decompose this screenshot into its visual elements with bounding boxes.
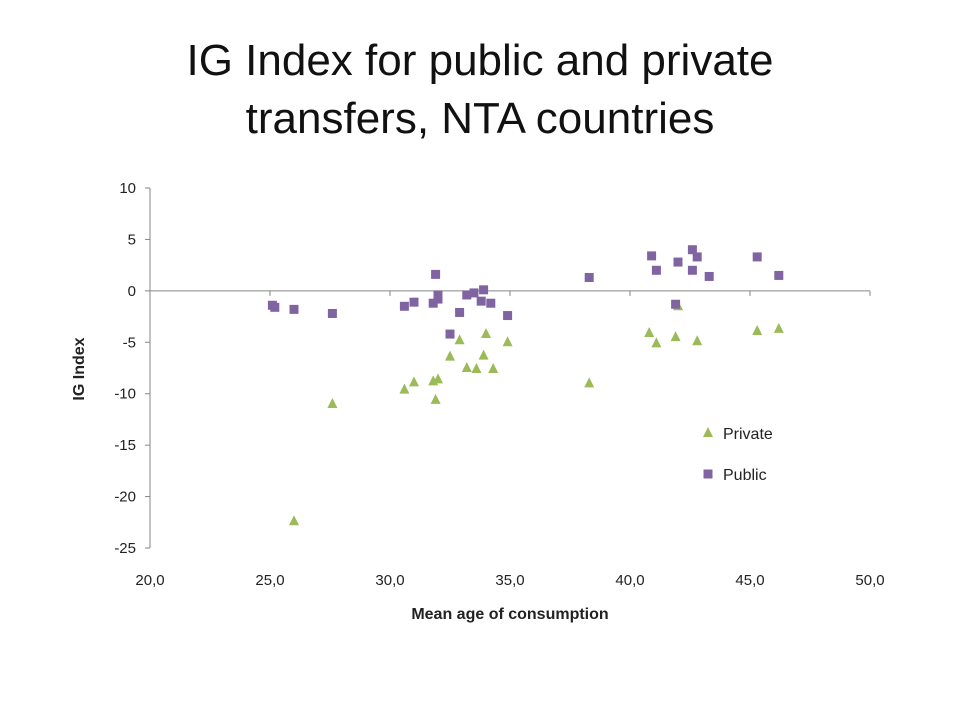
public-data-point	[584, 272, 594, 282]
y-tick-label: 5	[128, 231, 136, 248]
x-tick-label: 50,0	[855, 572, 884, 589]
public-data-point	[687, 245, 697, 255]
y-tick-label: 10	[119, 180, 136, 197]
private-data-point	[773, 322, 784, 333]
public-data-point	[469, 288, 479, 298]
private-data-point	[644, 327, 655, 338]
public-data-point	[462, 290, 472, 300]
private-data-point	[454, 334, 465, 345]
legend-private-marker	[703, 427, 713, 437]
y-tick-label: -20	[114, 489, 136, 506]
private-data-point	[445, 350, 455, 361]
public-data-point	[651, 265, 661, 275]
private-data-point	[651, 337, 662, 348]
public-data-point	[486, 298, 496, 308]
public-data-point	[431, 269, 441, 279]
public-data-point	[445, 329, 455, 339]
legend-public-label: Public	[723, 467, 767, 484]
axes	[149, 188, 870, 548]
public-data-point	[774, 270, 784, 280]
y-tick-label: -5	[123, 334, 136, 351]
data-points	[267, 245, 784, 526]
public-data-point	[428, 298, 438, 308]
private-data-point	[488, 363, 499, 374]
public-data-point	[399, 301, 409, 311]
y-tick-label: 0	[128, 283, 136, 300]
x-tick-label: 35,0	[495, 572, 524, 589]
private-data-point	[502, 336, 513, 347]
x-axis-ticks: 20,0 25,0 30,0 35,0 40,0 45,0 50,0	[135, 290, 885, 589]
public-data-point	[671, 299, 681, 309]
private-data-point	[584, 377, 595, 388]
chart-title-line-1: IG Index for public and private	[186, 36, 774, 85]
private-data-point	[399, 383, 410, 394]
private-data-point	[752, 324, 763, 335]
legend: Private Public	[703, 426, 773, 484]
legend-private-label: Private	[723, 426, 773, 443]
private-data-point	[692, 335, 703, 346]
public-data-point	[704, 271, 714, 281]
x-tick-label: 25,0	[255, 572, 284, 589]
public-data-point	[327, 308, 337, 318]
private-data-point	[670, 331, 681, 342]
public-data-point	[752, 252, 762, 262]
public-data-point	[687, 265, 697, 275]
public-data-point	[455, 307, 465, 317]
public-data-point	[433, 294, 443, 304]
public-data-point	[270, 302, 280, 312]
public-data-point	[476, 296, 486, 306]
public-data-point	[409, 297, 419, 307]
private-data-point	[430, 393, 441, 404]
private-data-point	[471, 363, 482, 374]
private-data-point	[289, 515, 299, 526]
x-tick-label: 30,0	[375, 572, 404, 589]
y-tick-label: -25	[114, 540, 136, 557]
chart-title-line-2: transfers, NTA countries	[245, 94, 715, 143]
public-data-point	[647, 251, 657, 261]
public-data-point	[503, 311, 513, 321]
private-data-point	[461, 362, 472, 372]
public-data-point	[673, 257, 683, 267]
private-data-point	[481, 328, 491, 339]
private-data-point	[478, 349, 489, 360]
x-axis-title: Mean age of consumption	[411, 606, 608, 623]
public-data-point	[289, 304, 299, 314]
x-tick-label: 40,0	[615, 572, 644, 589]
y-axis-title: IG Index	[71, 337, 88, 400]
chart-title: IG Index for public and private transfer…	[0, 32, 960, 148]
private-data-point	[433, 373, 443, 384]
y-tick-label: -15	[114, 437, 136, 454]
y-tick-label: -10	[114, 386, 136, 403]
legend-public-marker	[703, 469, 713, 479]
private-data-point	[327, 398, 338, 408]
x-tick-label: 45,0	[735, 572, 764, 589]
public-data-point	[479, 285, 489, 295]
private-data-point	[409, 376, 419, 387]
public-data-point	[692, 252, 702, 262]
y-axis-ticks: 10 5 0 -5 -10 -15 -20 -25	[114, 180, 150, 557]
x-tick-label: 20,0	[135, 572, 164, 589]
